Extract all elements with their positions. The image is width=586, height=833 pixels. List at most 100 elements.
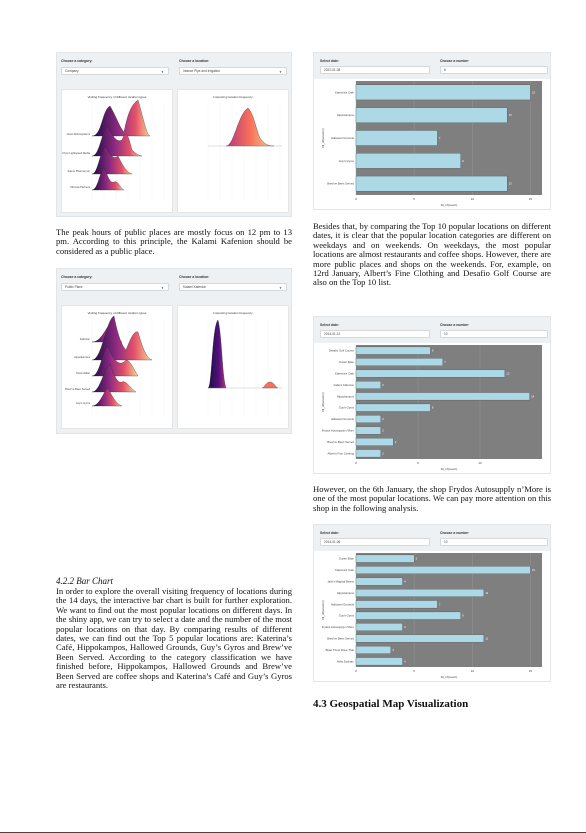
bar-value-label: 13 — [509, 113, 513, 117]
ridge-location — [207, 319, 227, 389]
category-select[interactable]: Company ▼ — [61, 67, 169, 75]
x-axis-label: fill_of(count) — [441, 467, 457, 471]
figure-bar-2014-01-12: Select date: 2014-01-12 Choose a number … — [313, 316, 551, 474]
number-label: Choose a number — [440, 59, 469, 63]
bar — [355, 634, 484, 643]
chevron-down-icon: ▼ — [161, 286, 164, 290]
location-select[interactable]: Inlance Pipe and Irrigation ▼ — [179, 67, 287, 75]
bar — [355, 381, 381, 389]
bar — [355, 358, 443, 366]
date-input[interactable]: 2014-01-12 — [320, 330, 430, 338]
bar — [355, 130, 438, 146]
ridge-4 — [91, 167, 125, 191]
bar-value-label: 11 — [485, 591, 488, 595]
number-label: Choose a number — [440, 531, 469, 535]
ridge-label: Jones Microsystems — [67, 132, 91, 136]
plot-title: Visiting Frequency of different location… — [88, 95, 147, 99]
ridge-4 — [91, 363, 137, 393]
category-select[interactable]: Public Place ▼ — [61, 283, 169, 291]
x-tick-label: 10 — [471, 669, 475, 673]
x-tick-label: 15 — [529, 197, 533, 201]
bar — [355, 369, 505, 378]
number-input[interactable]: 10 — [440, 538, 548, 546]
date-input[interactable]: 2014-01-06 — [320, 538, 430, 546]
bar-value-label: 15 — [532, 90, 536, 94]
plot-title: Interesting location frequency — [213, 311, 253, 315]
bar — [355, 566, 531, 574]
number-input[interactable]: 10 — [440, 330, 548, 338]
section-heading: 4.3 Geospatial Map Visualization — [313, 698, 469, 710]
ridgeline-svg: Interesting location frequency — [207, 95, 282, 202]
bar-value-label: 3 — [395, 440, 397, 444]
ridge-location — [225, 107, 275, 147]
number-label: Choose a number — [440, 323, 469, 327]
y-tick-label: Kalami Kafenion — [334, 383, 355, 387]
y-tick-label: Ouzeri Elian — [339, 360, 355, 364]
bar-value-label: 3 — [392, 648, 394, 652]
location-label: Choose a location: — [179, 275, 210, 279]
bar — [355, 107, 508, 123]
bar-value-label: 14 — [531, 394, 535, 398]
bar-value-label: 6 — [432, 406, 434, 410]
y-axis-label: fill_of(location) — [321, 600, 325, 619]
bar-value-label: 9 — [462, 159, 464, 163]
x-tick-label: 15 — [529, 669, 533, 673]
bar-value-label: 4 — [404, 659, 406, 663]
ridge-3 — [91, 345, 139, 377]
y-axis-label: fill_of(location) — [321, 392, 325, 411]
bar — [355, 646, 391, 654]
ridge-3 — [91, 145, 133, 175]
ridgeline-plot-left: Visiting Frequency of different location… — [61, 305, 173, 429]
ridge-label: Mimosa Partners — [70, 185, 90, 189]
paragraph-frydos: However, on the 6th January, the shop Fr… — [313, 484, 551, 513]
x-tick-label: 5 — [417, 461, 419, 465]
chevron-down-icon: ▼ — [279, 286, 282, 290]
bar-value-label: 2 — [382, 383, 384, 387]
date-label: Select date: — [320, 59, 340, 63]
ridgeline-plot-left: Visiting Frequency of different location… — [61, 89, 173, 213]
bar-chart: 0 5 10 15 15 Katerina's Cafe 13 Hippokampos 7 Hal… — [314, 79, 550, 209]
bar-value-label: 7 — [439, 602, 441, 606]
y-tick-label: Hippokampos — [337, 591, 355, 595]
ridge-label: Hippokampos — [74, 355, 91, 359]
plot-title: Visiting Frequency of different location… — [88, 311, 147, 315]
y-tick-label: Hallowed Grounds — [331, 136, 355, 140]
bar — [355, 84, 531, 101]
y-tick-label: Hallowed Grounds — [331, 417, 355, 421]
ridge-label: Guy's Gyros — [76, 401, 91, 405]
bar-value-label: 5 — [416, 557, 418, 561]
figure-bar-2022-01-08: Select date: 2022-01-08 Choose a number … — [313, 52, 551, 210]
bar-value-label: 11 — [485, 637, 488, 641]
bar — [355, 346, 431, 355]
figure-bar-2014-01-06: Select date: 2014-01-06 Choose a number … — [313, 524, 551, 682]
subsection-heading: 4.2.2 Bar Chart — [56, 576, 114, 586]
category-label: Choose a category: — [61, 275, 93, 279]
ridge-5 — [91, 387, 123, 407]
bar-value-label: 6 — [432, 349, 434, 353]
category-label: Choose a category: — [61, 59, 93, 63]
y-tick-label: Frydos Autosupply n'More — [322, 429, 355, 433]
number-input[interactable]: 5 — [440, 66, 548, 74]
bar-value-label: 7 — [444, 360, 446, 364]
paragraph-bar-chart: In order to explore the overall visiting… — [56, 586, 292, 691]
date-input[interactable]: 2022-01-08 — [320, 66, 430, 74]
bar — [355, 589, 484, 597]
y-tick-label: Ouzeri Elian — [339, 557, 355, 561]
bar-value-label: 4 — [404, 580, 406, 584]
bar — [355, 415, 381, 423]
x-tick-label: 10 — [478, 461, 482, 465]
ridge-label: Flynn Lightspeed Media — [62, 151, 90, 155]
bar-value-label: 12 — [506, 372, 510, 376]
y-tick-label: Frydos Autosupply n'More — [322, 625, 355, 629]
bar — [355, 611, 461, 620]
bar — [355, 600, 438, 609]
x-tick-label: 5 — [413, 669, 415, 673]
ridge-label: Kafenion — [80, 337, 91, 341]
y-tick-label: Guy's Gyros — [339, 159, 355, 163]
ridgeline-plot-right: Interesting location frequency — [177, 89, 289, 213]
bar — [355, 449, 381, 458]
plot-title: Interesting location frequency — [213, 95, 253, 99]
y-tick-label: Guy's Gyros — [339, 614, 355, 618]
date-label: Select date: — [320, 323, 340, 327]
location-select[interactable]: Kalami Kafenion ▼ — [179, 283, 287, 291]
